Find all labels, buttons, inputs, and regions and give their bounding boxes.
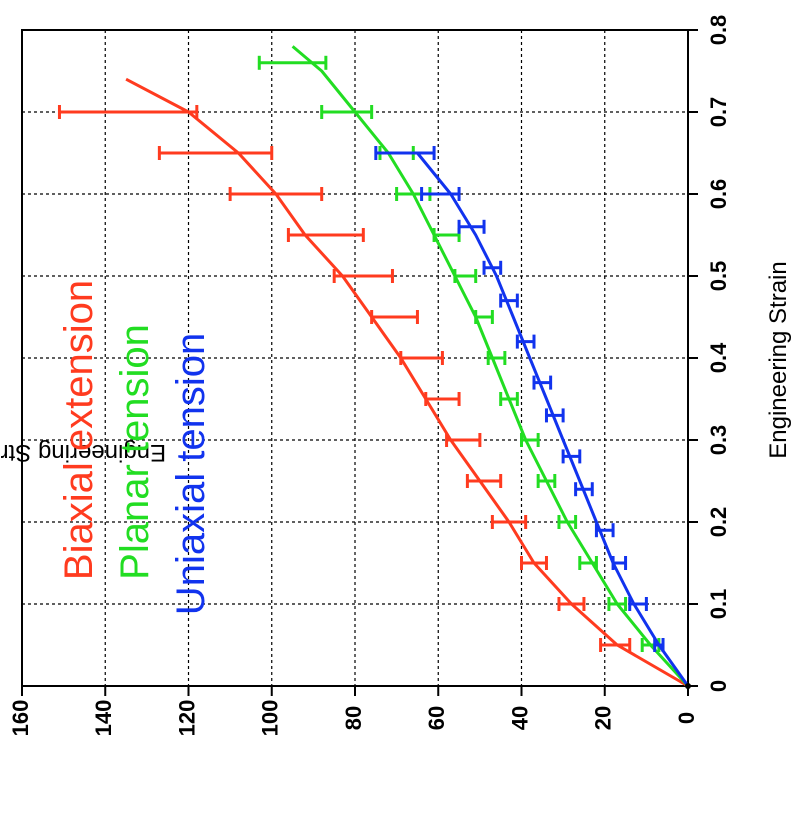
error-bar bbox=[499, 392, 519, 406]
error-bar bbox=[520, 433, 540, 447]
error-bar bbox=[370, 310, 419, 324]
y-tick-label: 120 bbox=[174, 700, 199, 737]
error-bar bbox=[286, 228, 365, 242]
error-bar bbox=[374, 146, 436, 160]
error-bar bbox=[424, 392, 461, 406]
error-bar bbox=[453, 269, 478, 283]
y-axis-title: Engineering Stress (psi) bbox=[0, 439, 166, 466]
error-bar bbox=[486, 351, 507, 365]
error-bar bbox=[474, 310, 494, 324]
error-bar bbox=[611, 556, 628, 570]
error-bar bbox=[557, 597, 586, 611]
x-tick-label: 0.8 bbox=[706, 15, 731, 46]
error-bar bbox=[532, 375, 553, 390]
error-bar bbox=[57, 105, 199, 119]
x-axis-title: Engineering Strain bbox=[765, 261, 792, 458]
y-tick-label: 80 bbox=[341, 706, 366, 730]
error-bar bbox=[399, 351, 444, 365]
y-tick-label: 160 bbox=[8, 700, 33, 737]
error-bar bbox=[465, 474, 503, 488]
y-tick-label: 140 bbox=[91, 700, 116, 737]
error-bar bbox=[490, 515, 528, 529]
error-bar bbox=[228, 187, 324, 201]
error-bar bbox=[653, 638, 665, 652]
y-tick-label: 20 bbox=[591, 706, 616, 730]
series-layer bbox=[57, 45, 691, 689]
x-tick-label: 0.6 bbox=[706, 179, 731, 210]
legend-uniaxial-tension: Uniaxial tension bbox=[169, 333, 213, 615]
origin-point bbox=[685, 683, 691, 689]
error-bar bbox=[578, 556, 598, 570]
y-axis-ticks: 0 20 40 60 80 100 120 140 160 bbox=[8, 686, 699, 736]
series-line-biaxial-extension bbox=[125, 77, 689, 688]
error-bar bbox=[628, 597, 648, 611]
error-bar bbox=[157, 146, 274, 160]
error-bar bbox=[520, 556, 548, 570]
series-planar-tension bbox=[257, 45, 690, 688]
y-tick-label: 60 bbox=[424, 706, 449, 730]
x-axis-ticks: 0 0.1 0.2 0.3 0.4 0.5 0.6 0.7 0.8 bbox=[688, 15, 731, 692]
series-biaxial-extension bbox=[57, 77, 689, 688]
x-tick-label: 0.4 bbox=[706, 342, 731, 373]
legend-planar-tension: Planar tension bbox=[113, 324, 157, 580]
x-tick-label: 0.1 bbox=[706, 589, 731, 620]
x-tick-label: 0.7 bbox=[706, 97, 731, 128]
error-bar bbox=[457, 219, 486, 234]
x-tick-label: 0.5 bbox=[706, 261, 731, 292]
y-tick-label: 40 bbox=[507, 706, 532, 730]
error-bar bbox=[499, 293, 519, 308]
error-bar bbox=[536, 474, 557, 488]
error-bar bbox=[445, 433, 482, 447]
error-bar bbox=[544, 408, 565, 423]
error-bar bbox=[594, 523, 615, 538]
error-bar bbox=[420, 187, 461, 201]
error-bar bbox=[557, 515, 578, 529]
error-bar bbox=[515, 334, 536, 349]
error-bar bbox=[599, 638, 632, 652]
error-bar bbox=[320, 105, 374, 119]
y-tick-label: 100 bbox=[258, 700, 283, 737]
legend-biaxial-extension: Biaxial extension bbox=[57, 280, 101, 580]
series-line-planar-tension bbox=[291, 45, 690, 688]
y-tick-label: 0 bbox=[674, 712, 699, 724]
error-bar bbox=[332, 269, 394, 283]
error-bar bbox=[607, 597, 628, 611]
error-bar bbox=[482, 260, 503, 275]
x-tick-label: 0 bbox=[706, 680, 731, 692]
series-uniaxial-tension bbox=[374, 146, 690, 687]
x-tick-label: 0.3 bbox=[706, 425, 731, 456]
error-bar bbox=[257, 55, 328, 70]
x-tick-label: 0.2 bbox=[706, 507, 731, 538]
error-bar bbox=[561, 449, 582, 464]
error-bar bbox=[574, 482, 594, 497]
